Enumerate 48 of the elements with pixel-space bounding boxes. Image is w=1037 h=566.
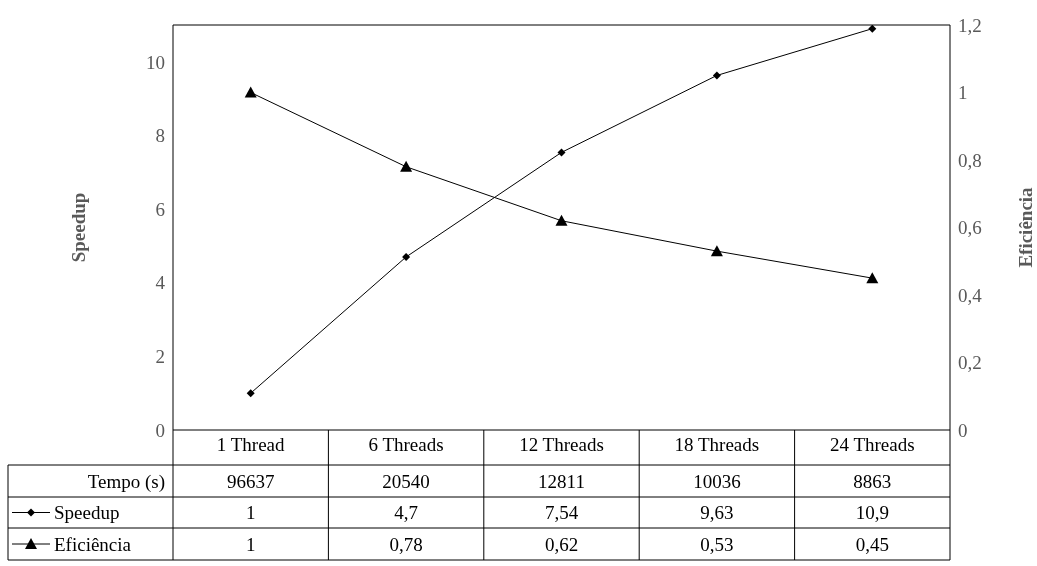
legend-label: Speedup [54,502,120,524]
y2-tick-label: 1,2 [958,14,982,36]
point [710,245,723,257]
point [400,160,413,172]
y-tick-label: 10 [146,51,165,73]
point [866,272,879,284]
x-tick-label: 18 Threads [674,434,760,456]
data-label: 4,7 [394,502,418,524]
point [555,214,568,226]
data-label: 0,78 [389,533,423,555]
point [557,148,566,157]
x-tick-label: 12 Threads [519,434,604,456]
data-label: 0,45 [855,533,889,555]
point [244,86,257,98]
y-tick-label: 8 [155,125,165,147]
legend-label: Eficiência [54,533,132,555]
point [246,389,255,398]
text: 96637 [226,470,275,492]
data-label: 9,63 [700,502,734,524]
text: 20540 [382,470,430,492]
x-tick-label: 1 Thread [216,434,286,456]
text: Tempo (s) [87,470,165,493]
y2-axis-title: Eficiência [1014,186,1036,268]
point [712,71,721,80]
data-label: 7,54 [544,502,579,524]
y2-tick-label: 0,8 [958,149,982,171]
y-tick-label: 6 [155,198,165,220]
y-tick-label: 4 [155,272,166,294]
y2-tick-label: 0,6 [958,217,982,239]
text: 8863 [853,470,892,492]
text: 10036 [693,470,741,492]
y-tick-label: 0 [155,419,165,441]
y2-tick-label: 0,2 [958,352,982,374]
data-label: 0,53 [700,533,734,555]
point [402,252,411,261]
y2-tick-label: 0 [958,419,968,441]
y-axis-title: Speedup [67,192,89,263]
point [868,25,877,33]
x-tick-label: 24 Threads [830,434,915,456]
y2-tick-label: 1 [958,82,968,104]
y-tick-label: 2 [155,346,165,368]
x-tick-label: 6 Threads [368,434,444,456]
y2-tick-label: 0,4 [958,284,983,306]
data-label: 10,9 [855,502,889,524]
text: 12811 [538,470,585,492]
data-label: 0,62 [544,533,579,555]
data-label: 1 [245,533,256,555]
data-label: 1 [245,502,256,524]
